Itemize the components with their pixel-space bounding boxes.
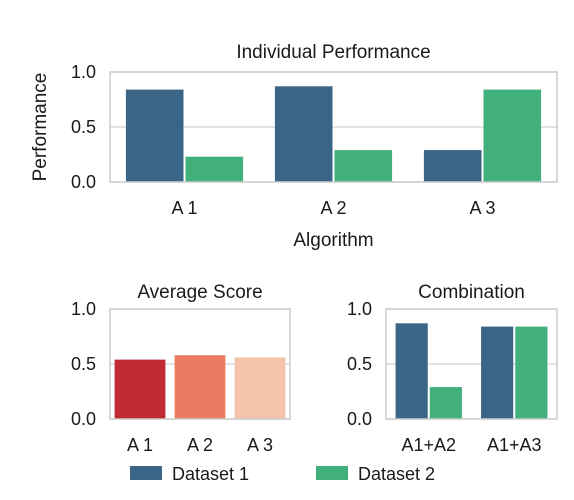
- y-tick-label: 1.0: [347, 299, 372, 319]
- bar: [174, 355, 226, 419]
- y-tick-label: 0.0: [71, 409, 96, 429]
- axes-frame: [109, 71, 558, 183]
- legend-label: Dataset 2: [358, 464, 435, 484]
- y-tick-label: 0.0: [347, 409, 372, 429]
- y-tick-label: 1.0: [71, 62, 96, 82]
- y-tick-label: 0.5: [71, 354, 96, 374]
- bar: [515, 326, 548, 419]
- bar: [185, 156, 244, 182]
- chart-title: Individual Performance: [236, 42, 430, 63]
- y-tick-label: 0.0: [71, 172, 96, 192]
- bar: [481, 326, 514, 419]
- combination-chart: 0.0 0.5 1.0 A1+A2 A1+A3 Combination: [347, 282, 558, 455]
- bar: [334, 150, 393, 182]
- axes-frame: [109, 308, 291, 420]
- chart-title: Combination: [418, 282, 525, 303]
- bar: [423, 150, 482, 182]
- x-tick-label: A 1: [171, 198, 197, 218]
- x-tick-label: A1+A3: [487, 435, 542, 455]
- bar: [483, 89, 542, 182]
- bar: [125, 89, 184, 182]
- legend-label: Dataset 1: [172, 464, 249, 484]
- legend: Dataset 1 Dataset 2: [130, 464, 435, 484]
- average-score-chart: 0.0 0.5 1.0 A 1 A 2 A 3 Average Score: [71, 282, 291, 455]
- y-axis-label: Performance: [30, 73, 51, 182]
- y-tick-label: 0.5: [347, 354, 372, 374]
- bar: [114, 359, 166, 419]
- x-tick-label: A 1: [127, 435, 153, 455]
- axes-frame: [385, 308, 558, 420]
- bar: [395, 323, 428, 419]
- x-tick-label: A 3: [247, 435, 273, 455]
- x-tick-label: A1+A2: [401, 435, 456, 455]
- y-tick-label: 0.5: [71, 117, 96, 137]
- x-tick-label: A 3: [469, 198, 495, 218]
- bar: [429, 387, 462, 419]
- x-axis-label: Algorithm: [293, 230, 373, 251]
- individual-performance-chart: 0.0 0.5 1.0 A 1 A 2 A 3 Individual Performance…: [30, 42, 558, 251]
- x-tick-label: A 2: [187, 435, 213, 455]
- legend-swatch: [130, 466, 162, 480]
- bar: [234, 357, 286, 419]
- y-tick-label: 1.0: [71, 299, 96, 319]
- legend-swatch: [316, 466, 348, 480]
- chart-title: Average Score: [137, 282, 262, 303]
- x-tick-label: A 2: [320, 198, 346, 218]
- bar: [274, 86, 333, 182]
